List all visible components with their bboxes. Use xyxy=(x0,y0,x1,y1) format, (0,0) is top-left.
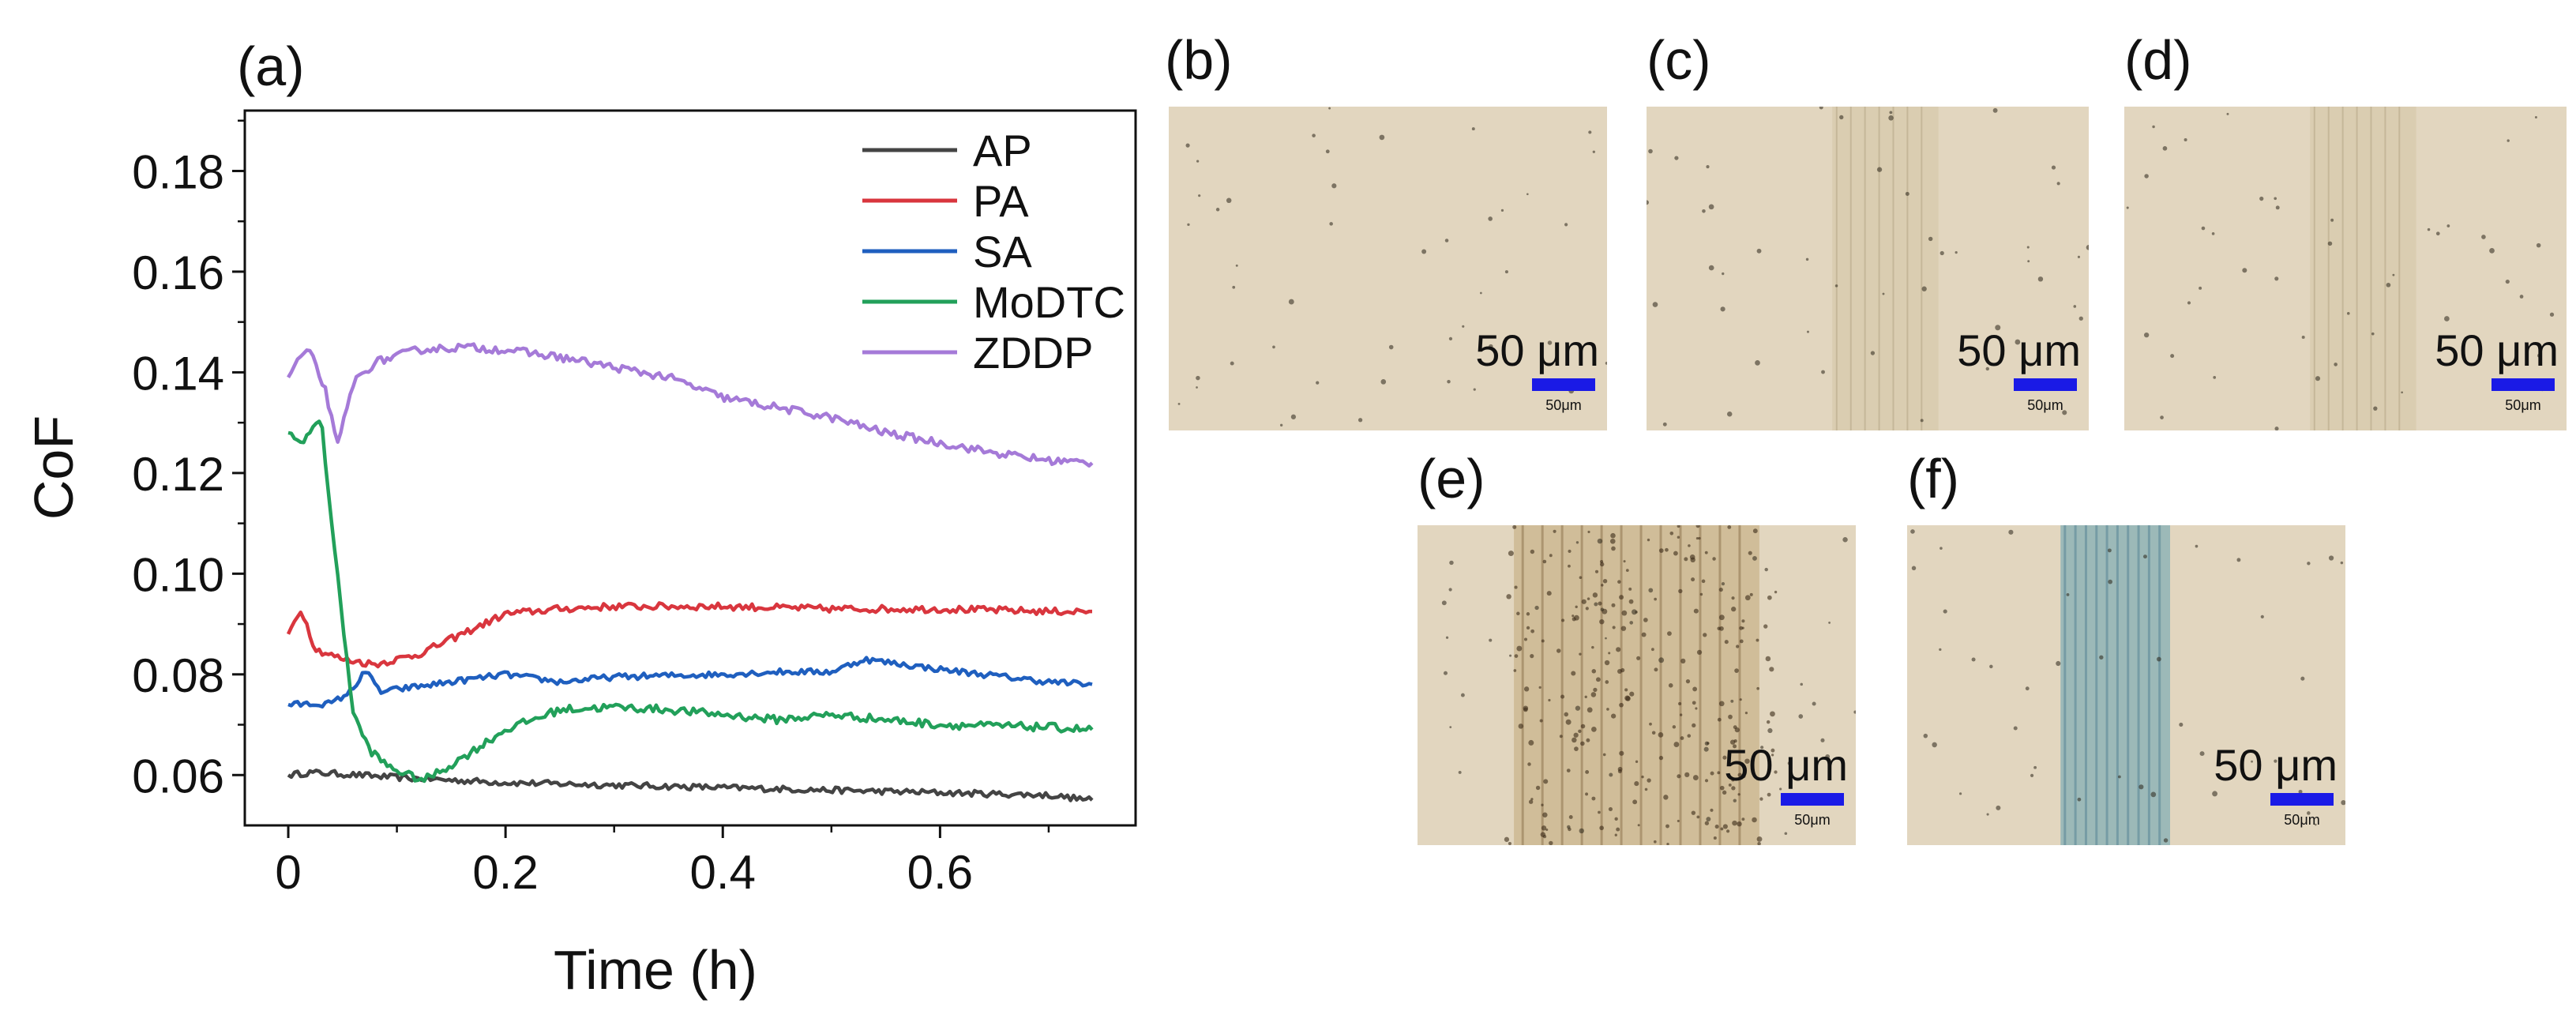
micrograph-d: (d) 50 μm 50μm xyxy=(2124,29,2567,430)
x-tick-label: 0.2 xyxy=(472,846,538,899)
scale-bar-label: 50μm xyxy=(2027,397,2063,413)
series-lines xyxy=(286,342,1094,802)
plot-frame xyxy=(243,109,1137,827)
y-tick-label: 0.10 xyxy=(132,548,224,601)
micrograph-image xyxy=(2124,107,2567,430)
micrograph-e: (e) 50 μm 50μm xyxy=(1418,448,1856,845)
y-tick-label: 0.12 xyxy=(132,448,224,501)
micrograph-label: (e) xyxy=(1418,448,1485,509)
micrograph-label: (c) xyxy=(1647,29,1711,91)
legend-label-modtc: MoDTC xyxy=(973,277,1125,327)
micrograph-image xyxy=(1647,107,2089,430)
legend-label-ap: AP xyxy=(973,126,1032,175)
micrograph-c: (c) 50 μm 50μm xyxy=(1647,29,2089,430)
scale-bar xyxy=(2492,378,2555,391)
scale-text: 50 μm xyxy=(1957,325,2081,375)
scale-bar xyxy=(2270,793,2334,806)
scale-bar xyxy=(1781,793,1844,806)
x-tick-label: 0.6 xyxy=(907,846,973,899)
y-axis-ticks: 0.06 0.08 0.10 0.12 0.14 0.16 0.18 xyxy=(132,119,245,802)
micrograph-label: (f) xyxy=(1907,448,1959,509)
scale-bar xyxy=(2014,378,2077,391)
scale-text: 50 μm xyxy=(2435,325,2559,375)
y-tick-label: 0.08 xyxy=(132,649,224,702)
scale-text: 50 μm xyxy=(1724,740,1848,790)
series-line-sa xyxy=(287,656,1093,709)
scale-text: 50 μm xyxy=(2214,740,2338,790)
y-tick-label: 0.06 xyxy=(132,750,224,802)
legend-label-pa: PA xyxy=(973,176,1029,226)
scale-bar xyxy=(1532,378,1595,391)
micrograph-image xyxy=(1418,525,1856,845)
y-tick-label: 0.14 xyxy=(132,347,224,400)
series-line-ap xyxy=(287,769,1094,802)
chart-panel-label: (a) xyxy=(237,36,305,97)
x-axis-ticks: 0 0.2 0.4 0.6 xyxy=(275,825,1050,899)
x-axis-label: Time (h) xyxy=(554,939,757,1001)
micrograph-label: (b) xyxy=(1165,29,1233,91)
scale-bar-label: 50μm xyxy=(1794,812,1830,828)
scale-bar-label: 50μm xyxy=(2505,397,2540,413)
legend-label-zddp: ZDDP xyxy=(973,328,1093,378)
micrograph-image xyxy=(1169,107,1607,430)
chart-panel-a: (a) 0.06 0.08 0.10 0.12 0.14 0.16 0.18 0 0.2 0.4… xyxy=(23,36,1137,1001)
scale-text: 50 μm xyxy=(1475,325,1599,375)
y-tick-label: 0.18 xyxy=(132,145,224,198)
scale-bar-label: 50μm xyxy=(2284,812,2319,828)
micrograph-f: (f) 50 μm 50μm xyxy=(1907,448,2345,845)
y-tick-label: 0.16 xyxy=(132,246,224,299)
micrograph-panels: (b) 50 μm 50μm (c) 50 μm 50μm (d) 50 μm 50μm (e) 5… xyxy=(1165,29,2567,845)
micrograph-b: (b) 50 μm 50μm xyxy=(1165,29,1607,430)
x-tick-label: 0 xyxy=(275,846,301,899)
series-line-zddp xyxy=(287,342,1094,468)
series-line-pa xyxy=(286,601,1092,669)
micrograph-image xyxy=(1907,525,2345,845)
micrograph-label: (d) xyxy=(2124,29,2192,91)
legend-label-sa: SA xyxy=(973,227,1032,276)
x-tick-label: 0.4 xyxy=(690,846,756,899)
y-axis-label: CoF xyxy=(23,415,84,520)
series-line-modtc xyxy=(287,419,1094,784)
scale-bar-label: 50μm xyxy=(1545,397,1581,413)
